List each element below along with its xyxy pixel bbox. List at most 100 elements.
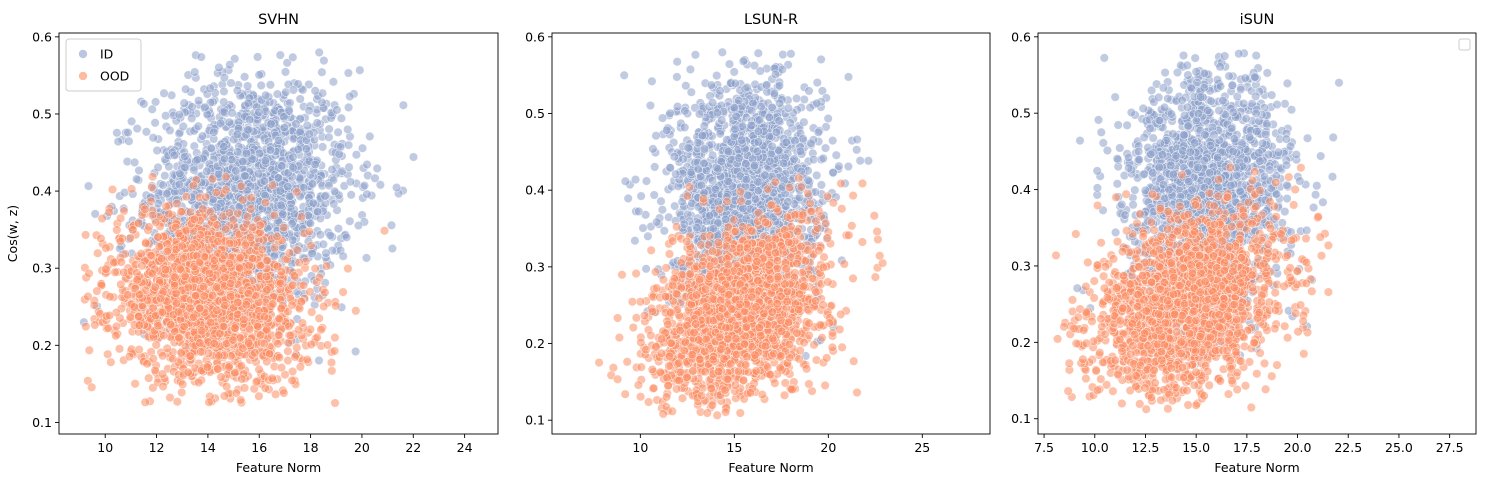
data-point-id <box>358 144 367 153</box>
x-tick-label: 16 <box>251 440 267 455</box>
data-point-ood <box>105 208 114 217</box>
data-point-id <box>148 105 157 114</box>
data-point-ood <box>220 301 229 310</box>
data-point-id <box>346 217 355 226</box>
data-point-id <box>193 156 202 165</box>
data-point-id <box>821 144 830 153</box>
data-point-ood <box>307 241 316 250</box>
data-point-ood <box>237 361 246 370</box>
data-point-ood <box>196 304 205 313</box>
data-point-ood <box>177 349 186 358</box>
data-point-id <box>276 51 285 60</box>
data-point-id <box>220 142 229 151</box>
data-point-id <box>228 109 237 118</box>
data-point-id <box>153 146 162 155</box>
data-point-ood <box>245 339 254 348</box>
data-point-ood <box>177 388 186 397</box>
data-point-ood <box>299 281 308 290</box>
data-point-ood <box>319 302 328 311</box>
data-point-id <box>187 114 196 123</box>
data-point-ood <box>226 279 235 288</box>
data-point-ood <box>144 374 153 383</box>
data-point-id <box>243 82 252 91</box>
data-point-ood <box>135 290 144 299</box>
data-point-ood <box>225 259 234 268</box>
data-point-ood <box>196 230 205 239</box>
data-point-id <box>646 101 655 110</box>
data-point-ood <box>339 288 348 297</box>
data-point-id <box>644 232 653 241</box>
data-point-ood <box>208 175 217 184</box>
data-point-id <box>133 124 142 133</box>
data-point-ood <box>177 208 186 217</box>
data-point-id <box>289 153 298 162</box>
data-point-id <box>294 145 303 154</box>
data-point-id <box>864 157 873 166</box>
data-point-id <box>786 119 795 128</box>
legend-marker-ood <box>79 72 88 81</box>
data-point-ood <box>171 273 180 282</box>
data-point-ood <box>85 269 94 278</box>
data-point-ood <box>158 370 167 379</box>
data-point-id <box>376 181 385 190</box>
data-point-id <box>159 181 168 190</box>
data-point-ood <box>277 363 286 372</box>
data-point-ood <box>176 265 185 274</box>
data-point-ood <box>152 341 161 350</box>
data-point-id <box>315 48 324 57</box>
data-point-id <box>642 177 651 186</box>
data-point-ood <box>82 322 91 331</box>
data-point-id <box>660 227 669 236</box>
data-point-id <box>652 131 661 140</box>
data-point-id <box>856 156 865 165</box>
data-point-id <box>832 151 841 160</box>
data-point-id <box>278 210 287 219</box>
data-point-id <box>305 130 314 139</box>
data-point-ood <box>158 308 167 317</box>
data-point-ood <box>262 272 271 281</box>
data-point-id <box>686 65 695 74</box>
data-point-ood <box>321 288 330 297</box>
data-point-id <box>267 120 276 129</box>
data-point-id <box>337 114 346 123</box>
x-tick-label: 10 <box>97 440 113 455</box>
data-point-id <box>130 158 139 167</box>
data-point-ood <box>260 339 269 348</box>
data-point-id <box>318 143 327 152</box>
data-point-id <box>255 71 264 80</box>
data-point-id <box>817 181 826 190</box>
data-point-ood <box>156 294 165 303</box>
data-point-id <box>805 87 814 96</box>
data-point-ood <box>225 239 234 248</box>
data-point-ood <box>154 322 163 331</box>
data-point-ood <box>344 264 353 273</box>
data-point-ood <box>288 301 297 310</box>
data-point-ood <box>199 282 208 291</box>
y-tick-label: 0.2 <box>32 338 52 353</box>
data-point-id <box>325 125 334 134</box>
data-point-id <box>241 172 250 181</box>
data-point-id <box>207 144 216 153</box>
data-point-id <box>311 160 320 169</box>
data-point-ood <box>167 321 176 330</box>
data-point-ood <box>222 382 231 391</box>
data-point-ood <box>256 221 265 230</box>
data-point-ood <box>97 234 106 243</box>
data-point-ood <box>159 382 168 391</box>
y-tick-label: 0.5 <box>32 106 52 121</box>
data-point-ood <box>190 313 199 322</box>
data-point-ood <box>206 208 215 217</box>
data-point-id <box>232 167 241 176</box>
data-point-ood <box>297 298 306 307</box>
data-point-ood <box>151 283 160 292</box>
data-point-ood <box>275 314 284 323</box>
data-point-ood <box>284 347 293 356</box>
data-point-ood <box>237 182 246 191</box>
data-point-ood <box>197 327 206 336</box>
data-point-ood <box>233 298 242 307</box>
data-point-ood <box>236 396 245 405</box>
x-tick-label: 18 <box>303 440 319 455</box>
data-point-ood <box>147 197 156 206</box>
legend-label-id: ID <box>100 47 113 62</box>
data-point-id <box>344 103 353 112</box>
